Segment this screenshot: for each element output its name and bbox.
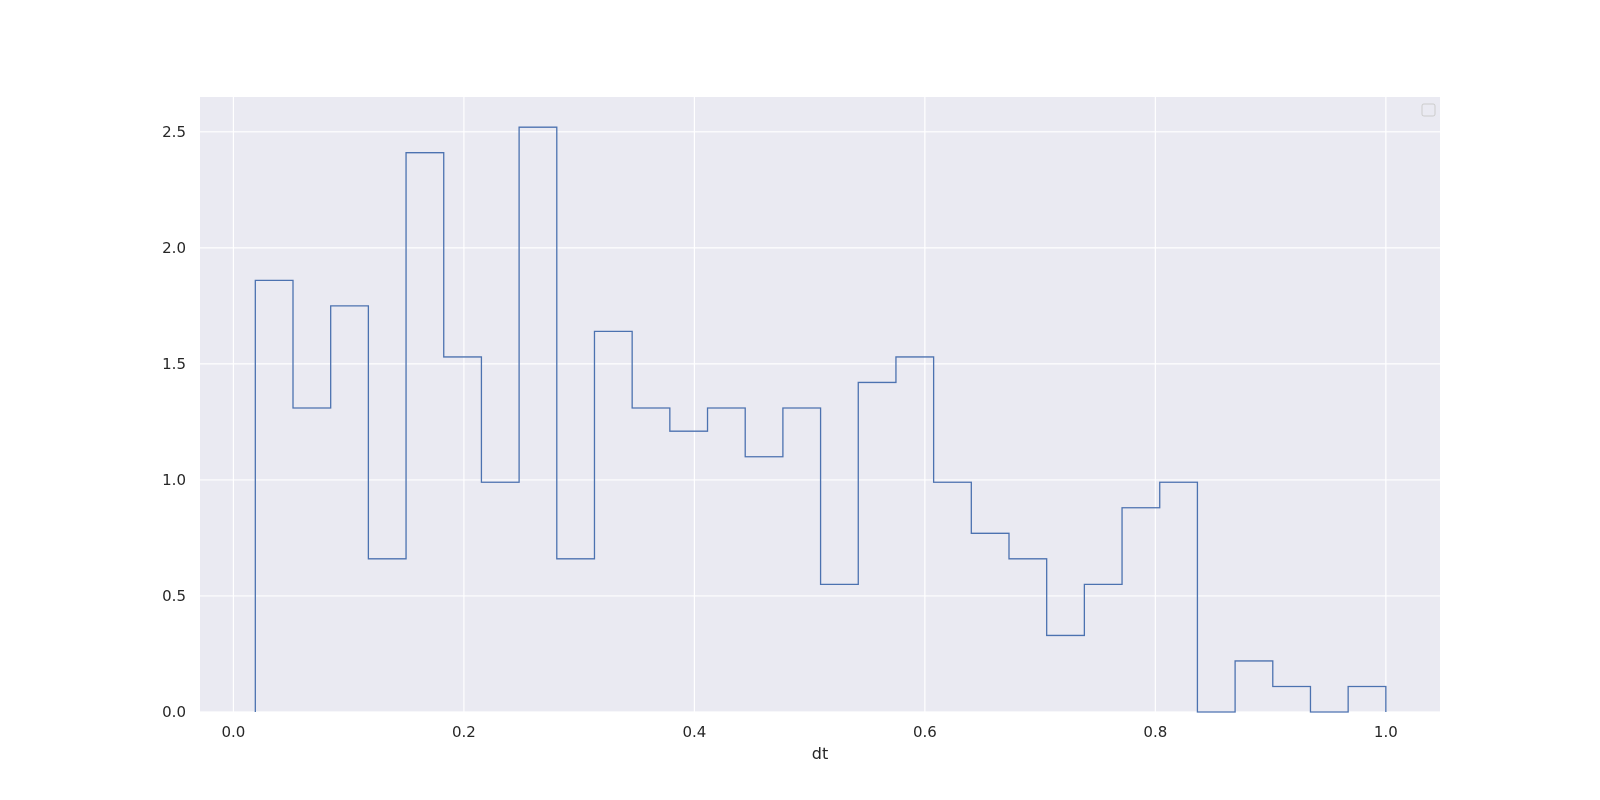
- plot-background: [200, 97, 1440, 712]
- y-tick-labels: 0.0 0.5 1.0 1.5 2.0 2.5: [162, 123, 186, 721]
- x-tick-label: 1.0: [1374, 723, 1398, 741]
- x-tick-label: 0.4: [682, 723, 706, 741]
- y-tick-label: 1.5: [162, 355, 186, 373]
- x-gridlines: [232, 97, 1387, 712]
- y-tick-label: 2.0: [162, 239, 186, 257]
- histogram-step-line: [254, 126, 1387, 713]
- x-tick-label: 0.8: [1143, 723, 1167, 741]
- y-tick-label: 0.5: [162, 587, 186, 605]
- y-tick-label: 0.0: [162, 703, 186, 721]
- x-axis-label: dt: [812, 744, 828, 763]
- x-tick-label: 0.2: [452, 723, 476, 741]
- x-tick-label: 0.0: [221, 723, 245, 741]
- legend-box: [1421, 103, 1436, 117]
- y-tick-label: 1.0: [162, 471, 186, 489]
- x-tick-labels: 0.0 0.2 0.4 0.6 0.8 1.0: [221, 723, 1397, 741]
- x-tick-label: 0.6: [913, 723, 937, 741]
- y-tick-label: 2.5: [162, 123, 186, 141]
